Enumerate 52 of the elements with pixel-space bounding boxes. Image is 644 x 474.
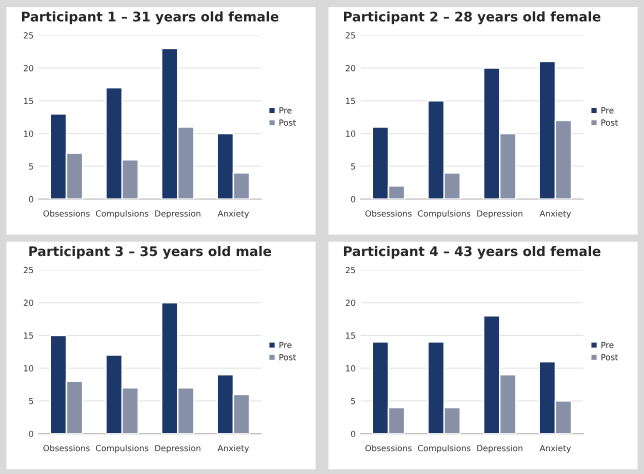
x-tick-label: Depression bbox=[477, 444, 522, 453]
x-tick-label: Anxiety bbox=[218, 444, 249, 453]
chart-title: Participant 3 – 35 years old male bbox=[29, 246, 272, 259]
y-tick-label: 5 bbox=[351, 398, 356, 404]
x-tick-label: Depression bbox=[155, 444, 200, 453]
x-tick-label: Obsessions bbox=[43, 444, 90, 452]
x-tick-label: Compulsions bbox=[418, 210, 470, 218]
y-tick-label: 0 bbox=[351, 430, 356, 437]
y-tick-label: 10 bbox=[24, 130, 34, 137]
y-tick-label: 25 bbox=[346, 32, 356, 39]
y-tick-label: 25 bbox=[346, 266, 356, 274]
y-tick-label: 10 bbox=[24, 365, 34, 372]
y-tick-label: 25 bbox=[24, 266, 34, 274]
y-tick-label: 5 bbox=[351, 163, 356, 170]
x-tick-label: Obsessions bbox=[43, 210, 90, 217]
x-tick-label: Depression bbox=[155, 210, 200, 218]
y-tick-label: 25 bbox=[24, 32, 34, 39]
legend-label: Post bbox=[602, 120, 618, 126]
y-tick-label: 20 bbox=[346, 300, 356, 306]
y-tick-label: 0 bbox=[29, 196, 34, 202]
y-tick-label: 10 bbox=[346, 130, 356, 137]
y-tick-label: 15 bbox=[24, 98, 34, 104]
x-tick-label: Anxiety bbox=[540, 444, 571, 453]
legend-label: Pre bbox=[602, 342, 614, 348]
x-tick-label: Compulsions bbox=[418, 444, 470, 453]
y-tick-label: 15 bbox=[24, 332, 34, 339]
y-tick-label: 0 bbox=[351, 196, 356, 202]
chart-title: Participant 1 – 31 years old female bbox=[22, 11, 278, 24]
y-tick-label: 0 bbox=[29, 430, 34, 437]
chart-title: Participant 2 – 28 years old female bbox=[344, 11, 600, 24]
y-tick-label: 15 bbox=[346, 98, 356, 104]
y-tick-label: 20 bbox=[346, 65, 356, 72]
legend-label: Post bbox=[280, 120, 296, 126]
y-tick-label: 20 bbox=[24, 300, 34, 306]
legend-label: Post bbox=[602, 354, 618, 360]
chart-title: Participant 4 – 43 years old female bbox=[344, 246, 600, 259]
legend-label: Pre bbox=[602, 107, 614, 114]
y-tick-label: 5 bbox=[29, 163, 34, 170]
y-tick-label: 10 bbox=[346, 365, 356, 372]
y-tick-label: 20 bbox=[24, 65, 34, 72]
x-tick-label: Obsessions bbox=[365, 444, 412, 452]
legend-label: Post bbox=[280, 354, 296, 360]
x-tick-label: Anxiety bbox=[218, 210, 249, 218]
x-tick-label: Compulsions bbox=[96, 444, 148, 453]
x-tick-label: Depression bbox=[477, 210, 522, 218]
y-tick-label: 5 bbox=[29, 398, 34, 404]
x-tick-label: Obsessions bbox=[365, 210, 412, 217]
x-tick-label: Compulsions bbox=[96, 210, 148, 218]
legend-label: Pre bbox=[280, 342, 292, 348]
y-tick-label: 15 bbox=[346, 332, 356, 339]
legend-label: Pre bbox=[280, 107, 292, 114]
x-tick-label: Anxiety bbox=[540, 210, 571, 218]
